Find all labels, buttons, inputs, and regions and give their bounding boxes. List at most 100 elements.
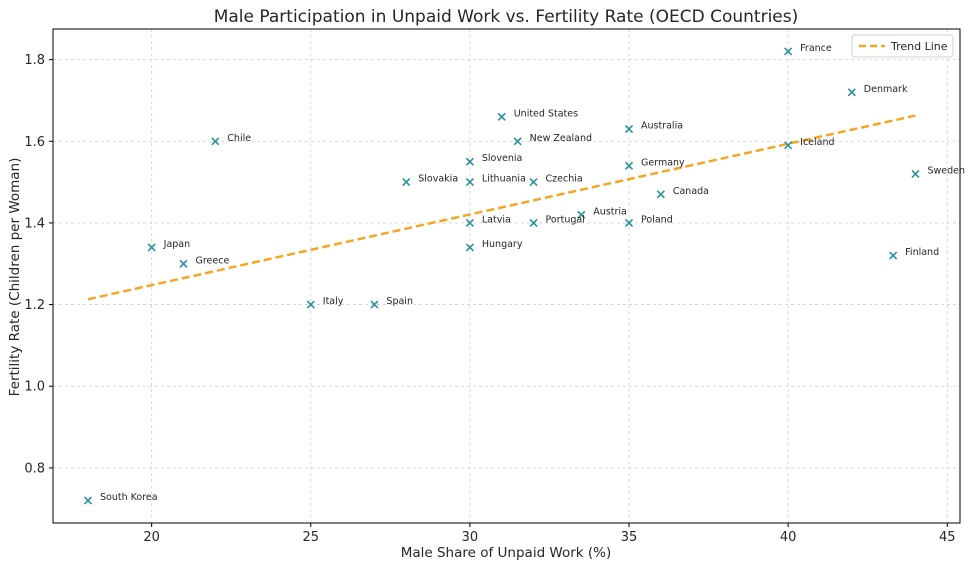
point-label: Denmark: [864, 84, 908, 95]
legend-box: [851, 34, 954, 58]
chart-title: Male Participation in Unpaid Work vs. Fe…: [214, 7, 799, 27]
data-point: [847, 88, 856, 97]
point-label: Finland: [905, 247, 939, 258]
data-point: [513, 137, 522, 146]
x-tick-label: 45: [939, 530, 956, 545]
point-marker-stroke: [370, 300, 379, 309]
point-label: Iceland: [800, 137, 834, 148]
point-marker-stroke: [179, 259, 188, 268]
data-point: [529, 218, 538, 227]
point-marker-stroke: [784, 47, 793, 56]
point-label: Germany: [641, 157, 685, 168]
points-layer: [83, 47, 920, 505]
data-point: [656, 190, 665, 199]
y-tick-label: 1.6: [24, 135, 45, 150]
point-marker-stroke: [529, 178, 538, 187]
point-marker-stroke: [624, 161, 634, 170]
data-point: [784, 47, 793, 56]
point-label: New Zealand: [530, 133, 592, 144]
gridlines: [53, 29, 960, 523]
data-point: [465, 218, 474, 227]
point-label: Chile: [227, 133, 251, 144]
point-label: Czechia: [546, 174, 583, 185]
point-marker-stroke: [465, 243, 474, 252]
point-label: United States: [514, 108, 578, 119]
point-label: Hungary: [482, 239, 523, 250]
point-marker-stroke: [83, 496, 93, 505]
data-point: [624, 124, 634, 134]
data-point: [402, 178, 411, 187]
point-label: Poland: [641, 214, 673, 225]
point-label: Latvia: [482, 214, 511, 225]
point-label: Lithuania: [482, 174, 526, 185]
point-marker-stroke: [465, 218, 474, 227]
point-label: Italy: [323, 296, 344, 307]
point-marker-stroke: [784, 141, 793, 150]
point-label: Slovenia: [482, 153, 522, 164]
y-tick-label: 0.8: [24, 461, 45, 476]
point-marker-stroke: [465, 157, 474, 166]
data-point: [497, 112, 506, 121]
x-tick-label: 20: [143, 530, 160, 545]
data-point: [147, 243, 156, 252]
point-label: Canada: [673, 186, 709, 197]
data-point: [370, 300, 379, 309]
point-label: Australia: [641, 121, 683, 132]
data-point: [889, 251, 898, 260]
point-marker-stroke: [306, 300, 315, 309]
point-label: South Korea: [100, 492, 158, 503]
point-label: Greece: [195, 255, 229, 266]
data-point: [211, 137, 220, 146]
trend-line: [87, 114, 916, 301]
data-point: [306, 300, 315, 309]
point-marker-stroke: [529, 218, 538, 227]
y-tick-label: 1.8: [24, 53, 45, 68]
data-point: [577, 210, 586, 219]
axes: [49, 28, 961, 527]
point-marker-stroke: [211, 137, 220, 146]
point-marker-stroke: [624, 124, 634, 134]
data-point: [465, 157, 474, 166]
legend-trend-label: Trend Line: [890, 40, 948, 53]
data-point: [624, 161, 634, 170]
data-point: [179, 259, 188, 268]
point-label: Slovakia: [418, 174, 458, 185]
x-tick-label: 40: [780, 530, 797, 545]
point-marker-stroke: [402, 178, 411, 187]
point-label: Spain: [386, 296, 413, 307]
x-tick-label: 30: [462, 530, 479, 545]
point-marker-stroke: [847, 88, 856, 97]
y-axis-label: Fertility Rate (Children per Woman): [7, 158, 23, 397]
point-marker-stroke: [889, 251, 898, 260]
point-marker-stroke: [513, 137, 522, 146]
data-point: [465, 243, 474, 252]
point-label: Austria: [593, 206, 627, 217]
point-labels-layer: South Korea Japan Greece Chile Italy Spain Slo…: [100, 43, 965, 503]
point-marker-stroke: [577, 210, 586, 219]
data-point: [911, 169, 920, 178]
x-axis-label: Male Share of Unpaid Work (%): [401, 545, 612, 561]
y-tick-label: 1.4: [24, 216, 45, 231]
point-marker-stroke: [656, 190, 665, 199]
y-tick-label: 1.0: [24, 380, 45, 395]
point-marker-stroke: [147, 243, 156, 252]
plot-frame: [52, 28, 961, 524]
data-point: [83, 496, 93, 505]
point-marker-stroke: [911, 169, 920, 178]
point-marker-stroke: [465, 178, 474, 187]
point-marker-stroke: [497, 112, 506, 121]
point-label: Sweden: [927, 165, 965, 176]
point-label: France: [800, 43, 832, 54]
legend: Trend Line: [851, 34, 954, 58]
data-point: [624, 218, 634, 227]
data-point: [465, 178, 474, 187]
y-tick-label: 1.2: [24, 298, 45, 313]
trend-line-layer: [87, 114, 916, 301]
x-tick-label: 25: [303, 530, 320, 545]
tick-labels: 20 25 30 35 40 45 0.8 1.0 1.2 1.4 1.6 1.8: [24, 53, 955, 545]
data-point: [784, 141, 793, 150]
point-label: Portugal: [546, 214, 585, 225]
point-label: Japan: [163, 239, 191, 250]
data-point: [529, 178, 538, 187]
